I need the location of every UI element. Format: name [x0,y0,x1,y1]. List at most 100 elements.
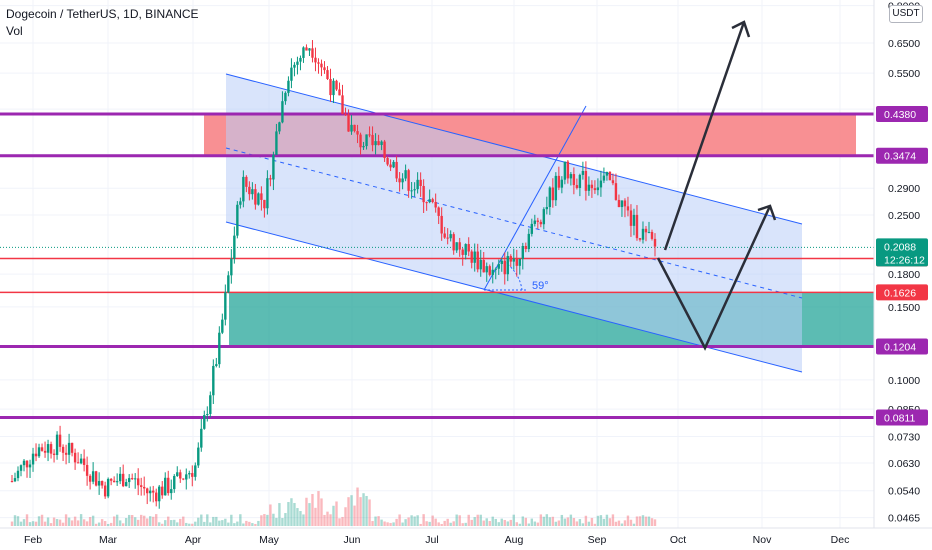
volume-bar [542,516,546,526]
candle-body [194,465,197,477]
candle-body [497,264,500,269]
symbol-title[interactable]: Dogecoin / TetherUS, 1D, BINANCE [6,7,199,21]
candle-body [377,141,380,145]
level-label-box [876,338,928,355]
volume-bar [130,515,134,526]
candle-body [305,47,308,51]
volume-bar [434,518,437,526]
volume-bar [569,514,573,526]
candle-body [296,61,299,65]
candle-body [653,238,657,247]
candle-body [290,67,293,81]
candle-body [287,80,290,93]
candle-body [284,92,287,102]
candle-body [188,473,191,475]
volume-bar [305,497,308,526]
time-tick-label: Feb [24,534,42,546]
volume-bar [617,520,621,526]
volume-bar [347,497,350,526]
candle-body [221,319,224,333]
candle-body [347,114,350,132]
candle-body [620,200,624,208]
candle-body [64,452,68,455]
time-axis[interactable]: Feb Mar Apr May Jun Jul Aug Sep Oct Nov Dec [0,527,932,550]
candle-body [374,141,377,146]
volume-bar [533,521,537,526]
volume-bar [79,514,83,526]
volume-bar [503,519,506,526]
volume-bar [332,505,335,526]
volume-bar [275,517,278,526]
volume-bar [320,498,323,526]
candle-body [176,472,179,477]
candle-body [395,161,398,179]
candle-body [103,485,107,497]
candle-body [521,245,524,259]
candle-body [461,249,464,255]
candle-body [130,478,134,480]
volume-bar [293,502,296,526]
candle-body [566,161,570,179]
candle-body [308,48,311,51]
volume-bar [416,515,419,526]
candle-body [82,458,86,465]
candle-body [112,480,116,483]
candle-body [248,186,251,195]
volume-bar [70,520,74,526]
volume-bar [614,521,618,526]
time-tick-label: Jun [344,534,361,546]
candle-body [551,187,555,201]
volume-bar [566,517,570,526]
volume-bar [233,523,236,526]
volume-bar [133,517,137,526]
volume-bar [374,516,377,526]
level-label-text: 0.3474 [884,151,916,163]
volume-bar [452,521,455,526]
candle-body [608,171,612,181]
arrow-head-lower [757,204,777,221]
volume-bar [572,517,576,526]
volume-bar [299,511,302,526]
candle-body [434,201,437,208]
candle-body [482,259,485,273]
candle-body [257,193,260,205]
price-tick-label: 0.0540 [888,486,920,498]
volume-bar [245,520,248,526]
volume-indicator-label[interactable]: Vol [6,24,23,38]
level-label-box [876,409,928,426]
volume-bar [212,516,215,526]
volume-bar [329,514,332,526]
volume-bar [34,521,38,526]
projection-drawings [656,20,777,351]
candle-body [416,179,419,190]
currency-button[interactable]: USDT [889,5,923,23]
candle-body [76,462,80,464]
candle-body [539,221,543,225]
volume-bar [91,515,95,526]
volume-bar [127,514,131,526]
candle-body [350,124,353,132]
candle-body [203,415,206,429]
candle-body [242,176,245,202]
volume-bar [476,514,479,526]
volume-bar [136,519,140,526]
candle-body [254,189,257,205]
price-axis[interactable]: 0.80000.65000.55000.45000.35000.29000.25… [873,0,932,550]
chart-legend: Dogecoin / TetherUS, 1D, BINANCE Vol [6,6,199,40]
candle-body [614,183,618,200]
candle-body [512,258,515,262]
volume-bar [545,514,549,526]
candle-body [79,458,83,464]
volume-bar [149,516,152,526]
candle-body [161,486,164,496]
volume-bar [581,523,585,526]
time-axis-bg [0,528,932,550]
price-tick-label: 0.1000 [888,375,920,387]
candle-body [133,478,137,480]
volume-bar [197,517,200,526]
volume-bar [37,516,41,526]
volume-bar [67,517,71,526]
volume-bar [491,516,494,526]
candle-body [299,57,302,62]
